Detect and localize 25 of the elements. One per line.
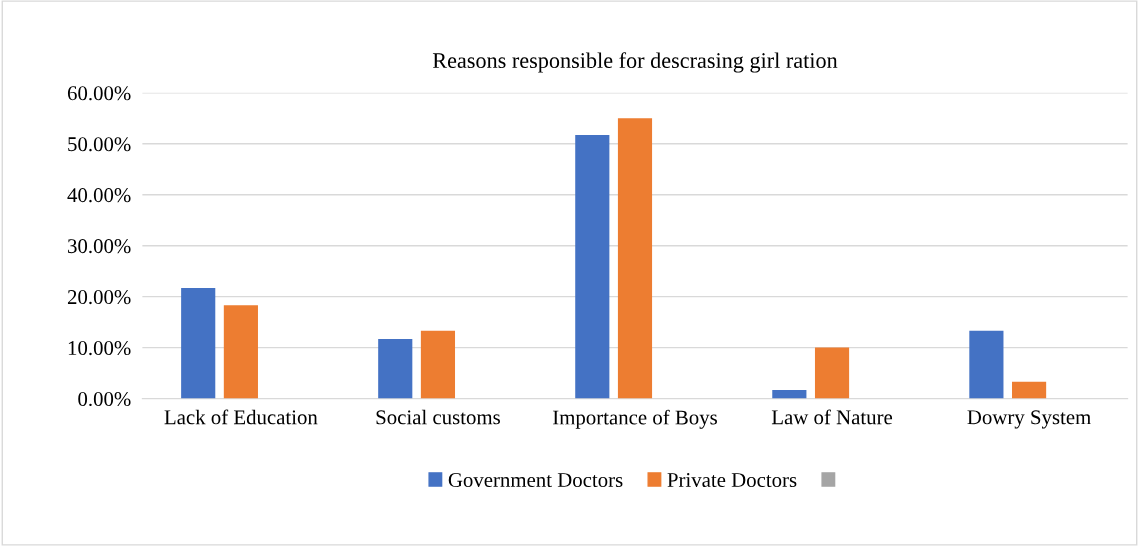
y-tick-label: 50.00% bbox=[68, 137, 131, 152]
y-tick-label: 0.00% bbox=[78, 391, 131, 407]
legend-label: Government Doctors bbox=[448, 473, 623, 488]
x-tick-label: Dowry System bbox=[967, 410, 1091, 429]
y-tick-label: 30.00% bbox=[68, 239, 131, 254]
bar bbox=[575, 135, 610, 399]
bar bbox=[1012, 381, 1047, 399]
bar bbox=[969, 330, 1004, 399]
bar bbox=[181, 288, 216, 399]
bar bbox=[772, 389, 807, 399]
x-tick-label: Lack of Education bbox=[164, 409, 318, 425]
x-tick-label: Social customs bbox=[376, 409, 500, 425]
bar bbox=[617, 118, 653, 399]
bar bbox=[223, 305, 258, 399]
y-tick-label: 60.00% bbox=[67, 86, 131, 101]
legend-label: Private Doctors bbox=[667, 473, 797, 488]
chart-title: Reasons responsible for descrasing girl ration bbox=[432, 52, 838, 73]
bar bbox=[814, 347, 850, 399]
x-tick-label: Law of Nature bbox=[771, 409, 893, 425]
y-tick-label: 40.00% bbox=[67, 188, 131, 203]
bar bbox=[420, 330, 456, 399]
x-tick-label: Importance of Boys bbox=[553, 409, 717, 429]
y-tick-label: 20.00% bbox=[67, 290, 131, 305]
bar bbox=[378, 338, 413, 399]
y-tick-label: 10.00% bbox=[68, 340, 131, 356]
